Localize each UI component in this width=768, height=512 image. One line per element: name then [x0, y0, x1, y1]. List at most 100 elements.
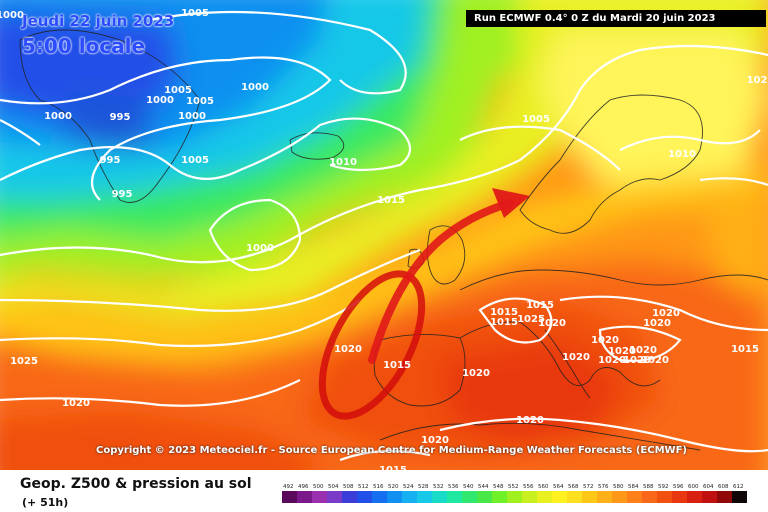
scale-swatch — [567, 491, 582, 503]
scale-tick-label: 548 — [493, 484, 504, 490]
trajectory-arrow — [368, 199, 514, 364]
scale-swatch — [717, 491, 732, 503]
scale-tick-label: 512 — [358, 484, 369, 490]
legend-panel: Geop. Z500 & pression au sol (+ 51h) 492… — [0, 470, 768, 512]
legend-title: Geop. Z500 & pression au sol — [20, 476, 252, 492]
map-canvas: 1005100010051000100510001000100099599599… — [0, 0, 768, 470]
isobar-label: 1020 — [643, 318, 671, 329]
scale-swatch — [702, 491, 717, 503]
ridge-annotation — [318, 188, 530, 420]
isobar-label: 995 — [110, 112, 131, 123]
scale-swatch — [552, 491, 567, 503]
isobar-label: 1005 — [181, 8, 209, 19]
scale-swatch — [732, 491, 747, 503]
legend-subtitle: (+ 51h) — [22, 496, 69, 509]
color-scale: 492 496 500 504 508 512 516 520 524 528 532 536 540 5… — [282, 484, 747, 503]
scale-tick-label: 532 — [433, 484, 444, 490]
copyright-notice: Copyright © 2023 Meteociel.fr - Source E… — [96, 445, 687, 456]
scale-tick-label: 556 — [523, 484, 534, 490]
scale-tick-label: 524 — [403, 484, 414, 490]
scale-tick-label: 600 — [688, 484, 699, 490]
scale-swatch — [372, 491, 387, 503]
isobar-label: 1000 — [241, 82, 269, 93]
scale-tick-label: 536 — [448, 484, 459, 490]
isobar-label: 1020 — [629, 345, 657, 356]
scale-tick-label: 612 — [733, 484, 744, 490]
scale-tick-label: 520 — [388, 484, 399, 490]
scale-tick-label: 592 — [658, 484, 669, 490]
scale-tick-label: 604 — [703, 484, 714, 490]
scale-swatch — [537, 491, 552, 503]
scale-tick-label: 496 — [298, 484, 309, 490]
isobar-label: 1020 — [591, 335, 619, 346]
scale-tick-label: 544 — [478, 484, 489, 490]
scale-tick-label: 608 — [718, 484, 729, 490]
isobar-label: 1020 — [623, 355, 651, 366]
isobar-label: 1020 — [516, 415, 544, 426]
scale-swatch — [642, 491, 657, 503]
isobar-label: 1010 — [668, 149, 696, 160]
isobar-label: 1015 — [526, 300, 554, 311]
scale-swatch — [462, 491, 477, 503]
scale-swatch — [627, 491, 642, 503]
weather-map: 1005100010051000100510001000100099599599… — [0, 0, 768, 470]
arrow-head — [492, 188, 530, 218]
isobar-label: 102 — [747, 75, 768, 86]
isobar-label: 1005 — [164, 85, 192, 96]
forecast-time: 5:00 locale — [22, 34, 146, 58]
scale-swatch — [522, 491, 537, 503]
scale-tick-label: 504 — [328, 484, 339, 490]
scale-tick-label: 540 — [463, 484, 474, 490]
scale-tick-label: 516 — [373, 484, 384, 490]
scale-tick-label: 588 — [643, 484, 654, 490]
isobar-label: 1015 — [377, 195, 405, 206]
scale-swatch — [612, 491, 627, 503]
scale-swatch — [597, 491, 612, 503]
scale-tick-label: 492 — [283, 484, 294, 490]
scale-tick-label: 560 — [538, 484, 549, 490]
scale-swatch — [687, 491, 702, 503]
scale-swatch — [357, 491, 372, 503]
isobar-label: 1000 — [44, 111, 72, 122]
isobar-label: 1000 — [0, 10, 24, 21]
geopotential-field — [0, 0, 768, 470]
scale-tick-label: 564 — [553, 484, 564, 490]
isobar-label: 1005 — [522, 114, 550, 125]
scale-swatch — [312, 491, 327, 503]
scale-tick-label: 500 — [313, 484, 324, 490]
isobar-label: 1005 — [186, 96, 214, 107]
isobar-label: 1020 — [421, 435, 449, 446]
isobar-label: 1015 — [383, 360, 411, 371]
isobar-label: 1005 — [181, 155, 209, 166]
isobar-label: 1015 — [490, 307, 518, 318]
scale-swatch — [447, 491, 462, 503]
isobar-label: 1015 — [379, 465, 407, 470]
scale-tick-label: 572 — [583, 484, 594, 490]
isobar-label: 1015 — [490, 317, 518, 328]
isobar-label: 1000 — [178, 111, 206, 122]
scale-swatch — [402, 491, 417, 503]
isobar-label: 1020 — [641, 355, 669, 366]
scale-swatch — [582, 491, 597, 503]
scale-swatch — [507, 491, 522, 503]
run-info: Run ECMWF 0.4° 0 Z du Mardi 20 juin 2023 — [466, 10, 766, 27]
scale-swatch — [657, 491, 672, 503]
isobar-label: 1010 — [329, 157, 357, 168]
scale-tick-label: 528 — [418, 484, 429, 490]
scale-swatch — [327, 491, 342, 503]
isobar-label: 1020 — [62, 398, 90, 409]
scale-tick-label: 580 — [613, 484, 624, 490]
isobar-label: 1000 — [246, 243, 274, 254]
scale-swatch — [417, 491, 432, 503]
scale-swatch — [282, 491, 297, 503]
scale-tick-label: 552 — [508, 484, 519, 490]
isobar-label: 1000 — [146, 95, 174, 106]
scale-swatch — [492, 491, 507, 503]
isobars — [0, 10, 768, 462]
scale-tick-label: 508 — [343, 484, 354, 490]
isobar-label: 995 — [100, 155, 121, 166]
isobar-label: 1020 — [608, 346, 636, 357]
scale-swatch — [672, 491, 687, 503]
scale-tick-label: 576 — [598, 484, 609, 490]
